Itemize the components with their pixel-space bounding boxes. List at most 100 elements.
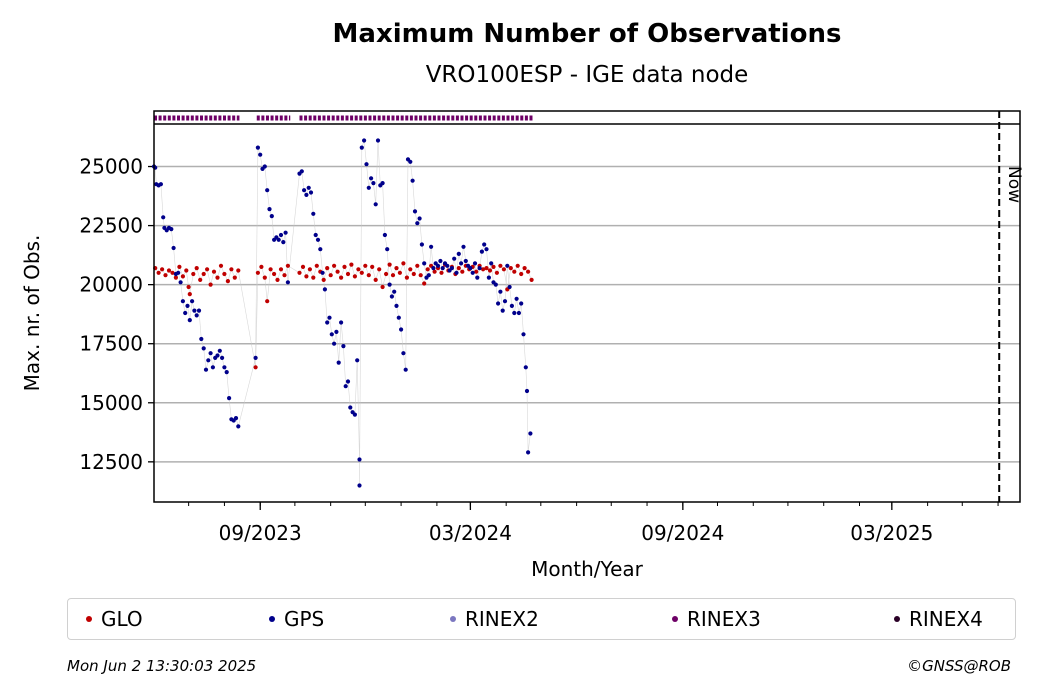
x-tick-label: 09/2024 xyxy=(641,521,724,545)
glo-point xyxy=(218,263,224,268)
gps-point xyxy=(438,258,443,264)
glo-point xyxy=(460,269,465,274)
gps-point xyxy=(217,348,222,353)
gps-point xyxy=(267,207,272,212)
y-tick-label: 22500 xyxy=(79,214,143,238)
glo-point xyxy=(262,275,267,280)
legend-item-rinex3: RINEX3 xyxy=(672,599,761,639)
gps-point xyxy=(396,315,401,320)
glo-point xyxy=(526,269,531,274)
glo-point xyxy=(194,266,199,271)
legend-label-gps: GPS xyxy=(284,607,325,631)
glo-point xyxy=(307,267,312,272)
gps-point xyxy=(456,251,461,256)
glo-point xyxy=(297,270,302,275)
x-tick-label: 03/2024 xyxy=(429,521,512,545)
gps-point xyxy=(452,256,457,261)
glo-point xyxy=(215,275,220,280)
glo-point xyxy=(229,267,234,272)
glo-point xyxy=(397,270,402,275)
glo-point xyxy=(325,266,330,271)
glo-point xyxy=(432,269,437,274)
gps-point xyxy=(311,211,316,216)
legend-marker-rinex4 xyxy=(894,615,900,622)
gps-point xyxy=(194,313,199,318)
glo-point xyxy=(314,263,319,268)
glo-point xyxy=(321,277,326,282)
glo-point xyxy=(163,273,168,278)
glo-point xyxy=(352,274,357,279)
gps-point xyxy=(371,181,376,186)
glo-point xyxy=(345,271,351,277)
legend-marker-rinex3 xyxy=(672,615,678,622)
gps-point xyxy=(313,232,318,238)
glo-point xyxy=(272,271,277,277)
gps-point xyxy=(375,138,381,143)
x-tick-label: 09/2023 xyxy=(219,521,302,545)
glo-point xyxy=(285,263,290,268)
gps-point xyxy=(454,270,459,275)
glo-point xyxy=(373,277,378,282)
gps-point xyxy=(206,358,211,363)
gps-point xyxy=(320,270,325,275)
glo-point xyxy=(253,365,258,370)
glo-point xyxy=(177,264,182,269)
gps-point xyxy=(528,431,533,436)
gps-point xyxy=(373,202,378,207)
gps-point xyxy=(512,310,517,316)
glo-point xyxy=(173,275,178,280)
glo-point xyxy=(411,271,416,277)
gps-point xyxy=(322,287,327,292)
gps-point xyxy=(210,365,215,370)
gps-point xyxy=(325,320,330,325)
glo-point xyxy=(275,277,280,282)
glo-point xyxy=(415,263,420,268)
gps-point xyxy=(489,261,494,266)
y-tick-label: 25000 xyxy=(79,155,143,179)
gps-point xyxy=(299,169,304,174)
glo-point xyxy=(366,273,371,278)
glo-point xyxy=(384,271,389,277)
legend-item-gps: GPS xyxy=(269,599,324,639)
legend-label-rinex4: RINEX4 xyxy=(909,607,983,631)
x-axis-label: Month/Year xyxy=(531,557,644,581)
y-tick-label: 15000 xyxy=(79,391,143,415)
glo-point xyxy=(236,268,241,273)
gps-point xyxy=(366,185,371,190)
gps-point xyxy=(180,299,185,304)
gps-point xyxy=(417,216,422,221)
glo-point xyxy=(187,292,192,297)
legend: GLO GPS RINEX2 RINEX3 RINEX4 xyxy=(67,598,1016,640)
gps-point xyxy=(415,221,420,226)
gps-point xyxy=(408,159,413,164)
gps-point xyxy=(449,266,454,271)
gps-point xyxy=(514,296,519,301)
glo-point xyxy=(339,275,344,280)
glo-point xyxy=(418,273,423,278)
glo-point xyxy=(408,267,413,272)
gps-point xyxy=(359,145,364,150)
gps-point xyxy=(399,327,404,332)
gps-point xyxy=(382,232,387,238)
glo-point xyxy=(401,261,406,266)
gps-point xyxy=(332,341,337,346)
gps-point xyxy=(222,365,227,370)
glo-point xyxy=(311,275,316,280)
glo-point xyxy=(208,282,213,287)
gps-point xyxy=(352,412,357,417)
glo-point xyxy=(201,271,206,277)
now-marker-label: Now xyxy=(1004,166,1024,203)
glo-point xyxy=(484,266,489,271)
gps-point xyxy=(410,178,415,183)
glo-point xyxy=(356,267,361,272)
gps-point xyxy=(190,299,195,304)
glo-point xyxy=(515,263,520,268)
gps-point xyxy=(185,303,190,308)
glo-point xyxy=(508,266,513,271)
gps-point xyxy=(302,188,307,193)
gps-point xyxy=(255,145,260,150)
gps-point xyxy=(498,289,503,294)
glo-point xyxy=(387,262,392,267)
gps-point xyxy=(403,367,408,372)
gps-point xyxy=(318,247,323,252)
